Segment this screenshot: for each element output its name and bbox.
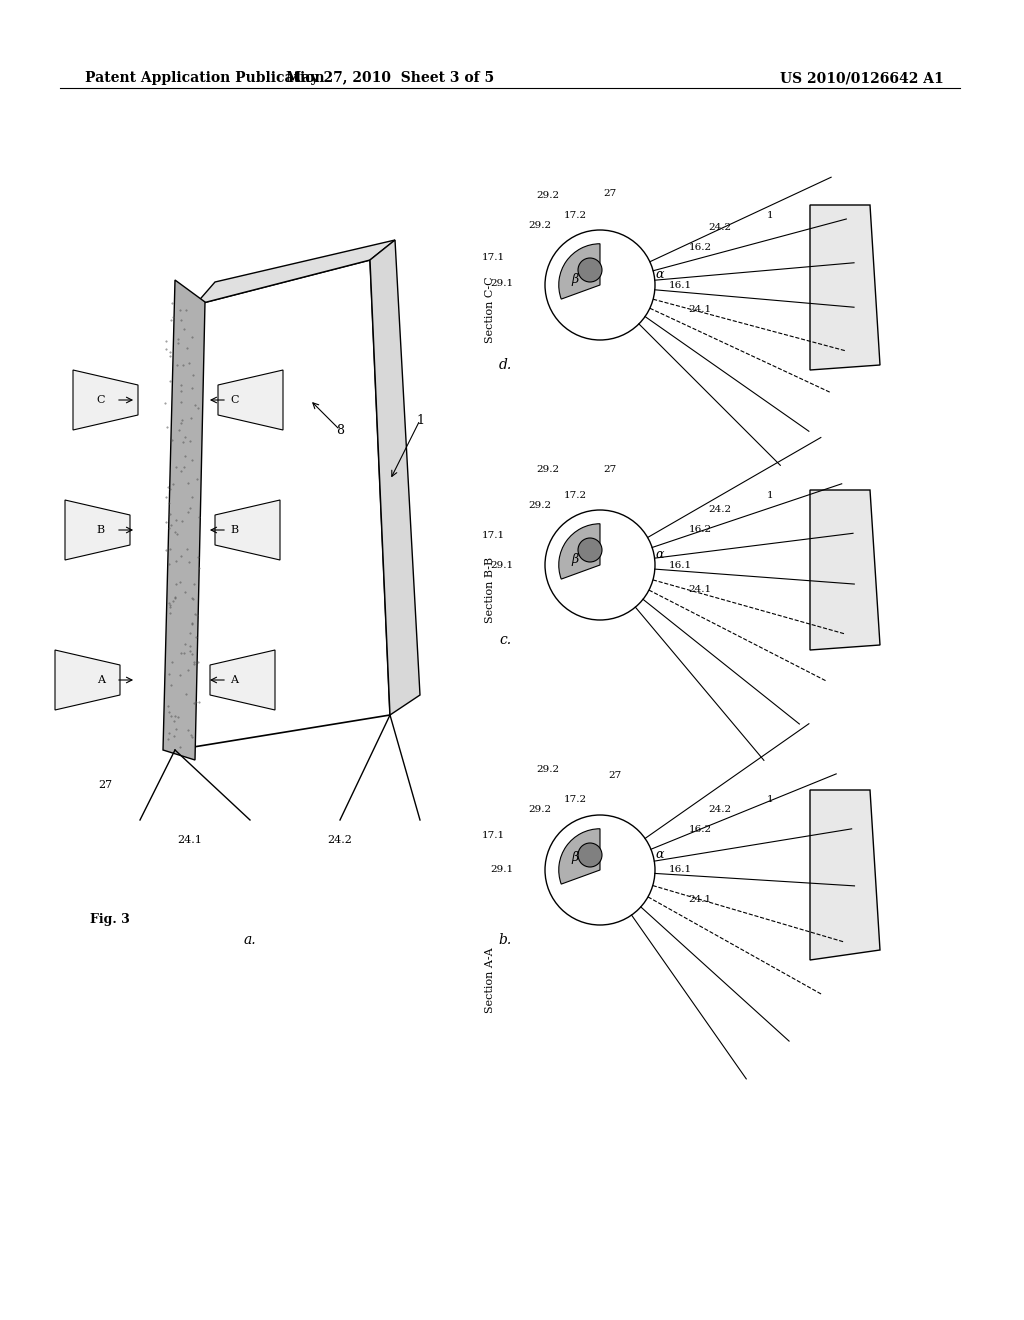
Circle shape: [578, 539, 602, 562]
Polygon shape: [810, 490, 880, 649]
Text: 24.2: 24.2: [709, 506, 731, 515]
Text: β: β: [571, 851, 579, 865]
Text: 24.2: 24.2: [328, 836, 352, 845]
Text: 16.1: 16.1: [669, 866, 691, 874]
Text: 29.2: 29.2: [528, 220, 552, 230]
Polygon shape: [810, 789, 880, 960]
Text: 24.1: 24.1: [688, 895, 712, 904]
Text: α: α: [655, 549, 665, 561]
Wedge shape: [559, 244, 600, 300]
Text: 24.1: 24.1: [688, 305, 712, 314]
Polygon shape: [195, 240, 395, 305]
Text: 16.2: 16.2: [688, 243, 712, 252]
Polygon shape: [65, 500, 130, 560]
Polygon shape: [810, 205, 880, 370]
Text: Patent Application Publication: Patent Application Publication: [85, 71, 325, 84]
Text: 17.2: 17.2: [563, 491, 587, 499]
Text: C: C: [96, 395, 105, 405]
Text: b.: b.: [499, 933, 512, 946]
Text: 27: 27: [608, 771, 622, 780]
Text: 29.1: 29.1: [489, 279, 513, 288]
Text: 24.2: 24.2: [709, 805, 731, 814]
Text: 17.2: 17.2: [563, 210, 587, 219]
Polygon shape: [370, 240, 420, 715]
Wedge shape: [559, 524, 600, 579]
Text: 17.2: 17.2: [563, 796, 587, 804]
Text: Section A-A: Section A-A: [485, 948, 495, 1012]
Text: 17.1: 17.1: [482, 253, 505, 263]
Text: 1: 1: [767, 796, 773, 804]
Text: α: α: [655, 268, 665, 281]
Circle shape: [578, 843, 602, 867]
Text: c.: c.: [499, 634, 511, 647]
Text: 24.1: 24.1: [688, 586, 712, 594]
Text: 29.2: 29.2: [537, 766, 559, 775]
Text: 1: 1: [416, 413, 424, 426]
Text: 16.2: 16.2: [688, 525, 712, 535]
Polygon shape: [73, 370, 138, 430]
Text: d.: d.: [499, 358, 512, 372]
Text: β: β: [571, 553, 579, 566]
Wedge shape: [559, 829, 600, 884]
Text: 24.1: 24.1: [177, 836, 203, 845]
Text: A: A: [97, 675, 105, 685]
Text: US 2010/0126642 A1: US 2010/0126642 A1: [780, 71, 944, 84]
Text: Section C-C: Section C-C: [485, 277, 495, 343]
Polygon shape: [218, 370, 283, 430]
Text: A: A: [230, 675, 238, 685]
Text: Section B-B: Section B-B: [485, 557, 495, 623]
Text: 29.2: 29.2: [528, 805, 552, 814]
Text: 27: 27: [603, 466, 616, 474]
Text: May 27, 2010  Sheet 3 of 5: May 27, 2010 Sheet 3 of 5: [286, 71, 494, 84]
Text: 17.1: 17.1: [482, 830, 505, 840]
Text: 29.1: 29.1: [489, 561, 513, 569]
Text: 16.1: 16.1: [669, 561, 691, 569]
Text: B: B: [230, 525, 239, 535]
Polygon shape: [215, 500, 280, 560]
Polygon shape: [163, 280, 205, 760]
Circle shape: [578, 257, 602, 282]
Text: 29.2: 29.2: [537, 190, 559, 199]
Text: 1: 1: [767, 210, 773, 219]
Text: a.: a.: [244, 933, 256, 946]
Text: 27: 27: [603, 189, 616, 198]
Text: C: C: [230, 395, 239, 405]
Text: 17.1: 17.1: [482, 531, 505, 540]
Polygon shape: [55, 649, 120, 710]
Text: α: α: [655, 849, 665, 862]
Text: 27: 27: [98, 780, 112, 789]
Text: Fig. 3: Fig. 3: [90, 913, 130, 927]
Text: 24.2: 24.2: [709, 223, 731, 232]
Polygon shape: [210, 649, 275, 710]
Text: 29.2: 29.2: [528, 500, 552, 510]
Text: 16.1: 16.1: [669, 281, 691, 289]
Text: 29.2: 29.2: [537, 466, 559, 474]
Text: B: B: [97, 525, 105, 535]
Text: 8: 8: [336, 424, 344, 437]
Text: β: β: [571, 273, 579, 286]
Text: 1: 1: [767, 491, 773, 499]
Text: 16.2: 16.2: [688, 825, 712, 834]
Text: 29.1: 29.1: [489, 866, 513, 874]
